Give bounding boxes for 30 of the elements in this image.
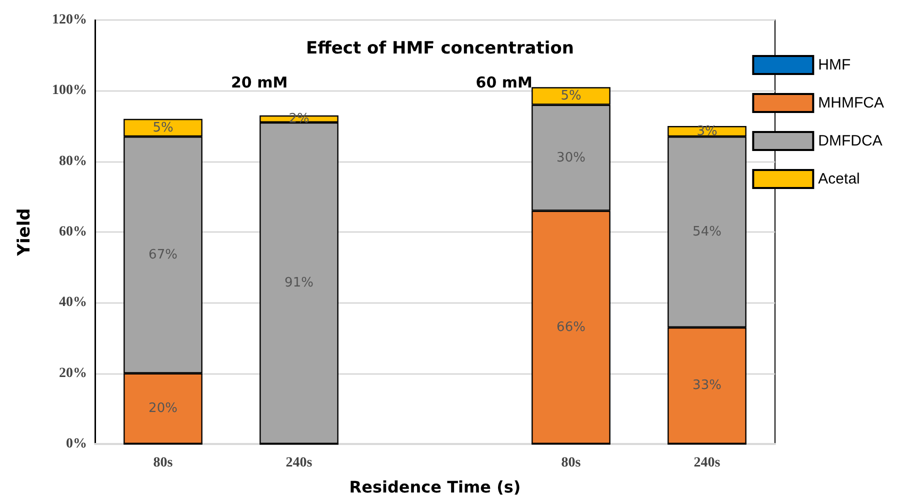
y-tick-label: 80% [59,154,87,169]
legend-label: HMF [818,56,851,74]
x-tick-label: 240s [286,456,313,470]
y-axis-title: Yield [14,208,34,257]
legend-label: MHMFCA [818,94,884,112]
x-tick-label: 80s [153,456,174,470]
annotation: 20 mM [231,74,288,92]
x-tick-label: 240s [694,456,721,470]
data-label: 91% [284,276,314,291]
y-tick-label: 120% [52,12,87,28]
data-label: 67% [148,247,178,262]
y-tick-label: 20% [59,366,87,381]
data-label: 33% [692,378,722,394]
data-label: 5% [560,88,582,104]
y-tick-label: 0% [66,436,87,452]
x-tick-label: 80s [561,456,582,470]
data-label: 30% [556,150,586,166]
data-label: 5% [152,120,174,136]
text: Effect of HMF concentration [306,38,574,58]
data-label: 66% [556,320,586,335]
legend-label: DMFDCA [818,132,882,150]
annotation: 60 mM [476,74,532,92]
y-tick-label: 60% [59,224,87,240]
x-axis-title: Residence Time (s) [349,478,521,496]
y-tick-label: 100% [52,83,87,98]
y-tick-label: 40% [59,295,87,310]
data-label: 20% [148,401,178,416]
legend-label: Acetal [818,170,860,188]
data-label: 54% [692,224,722,240]
data-label: 3% [696,124,718,139]
